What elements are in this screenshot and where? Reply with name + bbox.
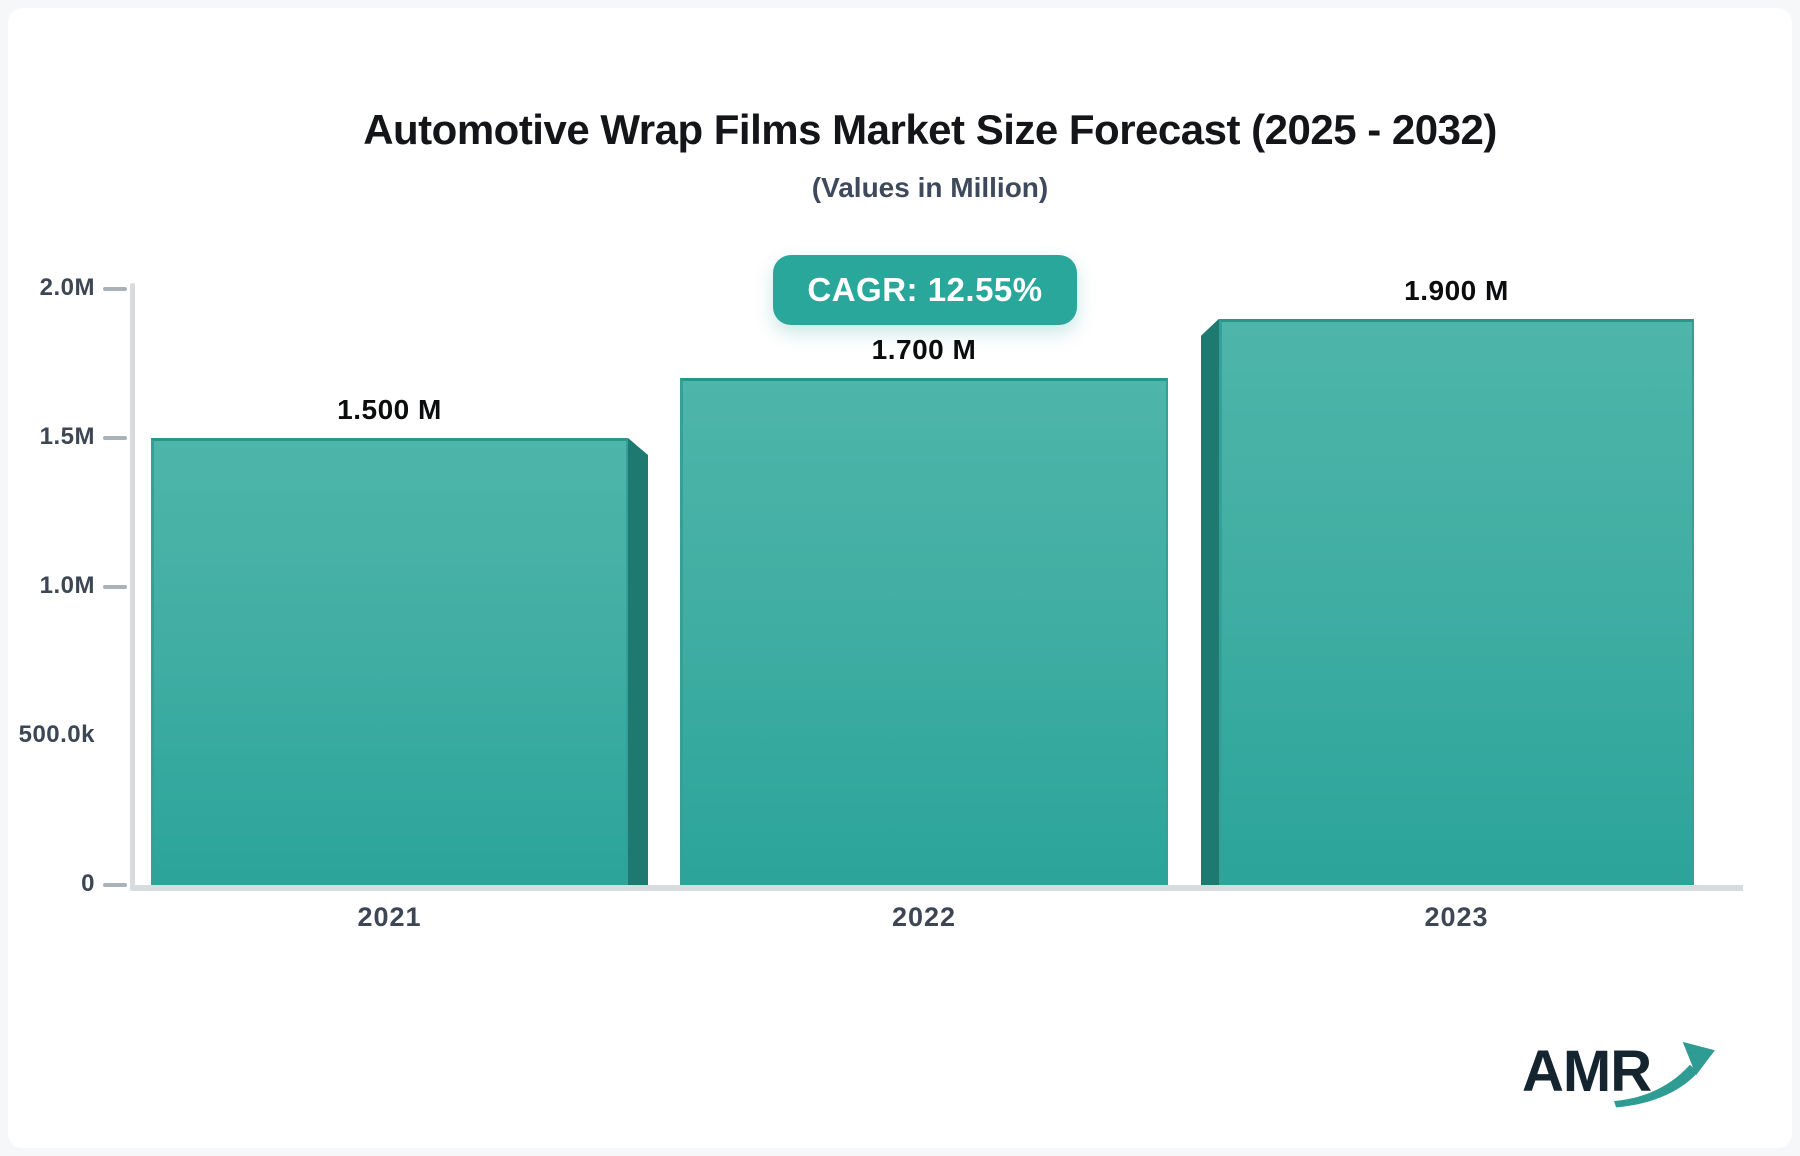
- x-tick-label: 2023: [1424, 902, 1489, 932]
- y-tick-dash: [103, 585, 127, 589]
- bar-value-label: 1.500 M: [337, 394, 442, 425]
- bar-value-label: 1.900 M: [1404, 274, 1509, 306]
- y-tick-label: 0: [81, 870, 95, 897]
- y-tick-label: 1.5M: [39, 423, 95, 450]
- x-tick-label: 2021: [357, 902, 422, 932]
- y-tick-dash: [103, 287, 127, 291]
- y-axis-line: [130, 283, 135, 891]
- y-tick-label: 500.0k: [18, 721, 95, 748]
- trend-up-arrow-icon: [1614, 1041, 1715, 1108]
- y-tick-label: 1.0M: [39, 572, 95, 599]
- bar-side-face: [628, 438, 648, 885]
- y-tick-label: 2.0M: [39, 274, 95, 301]
- y-tick-dash: [103, 436, 127, 440]
- x-axis-line: [133, 885, 1743, 891]
- bar-side-face: [1201, 318, 1219, 885]
- bar-value-label: 1.700 M: [871, 334, 977, 366]
- y-tick-dash: [103, 883, 127, 887]
- bar-2023[interactable]: [1219, 318, 1694, 885]
- chart-title: Automotive Wrap Films Market Size Foreca…: [363, 106, 1497, 153]
- bar-2022[interactable]: [680, 378, 1168, 885]
- amr-logo-text: AMR: [1522, 1039, 1652, 1104]
- chart-subtitle: (Values in Million): [811, 172, 1049, 203]
- x-tick-label: 2022: [891, 902, 957, 932]
- amr-logo: AMR: [1522, 1032, 1732, 1112]
- bar-2021[interactable]: [151, 438, 628, 885]
